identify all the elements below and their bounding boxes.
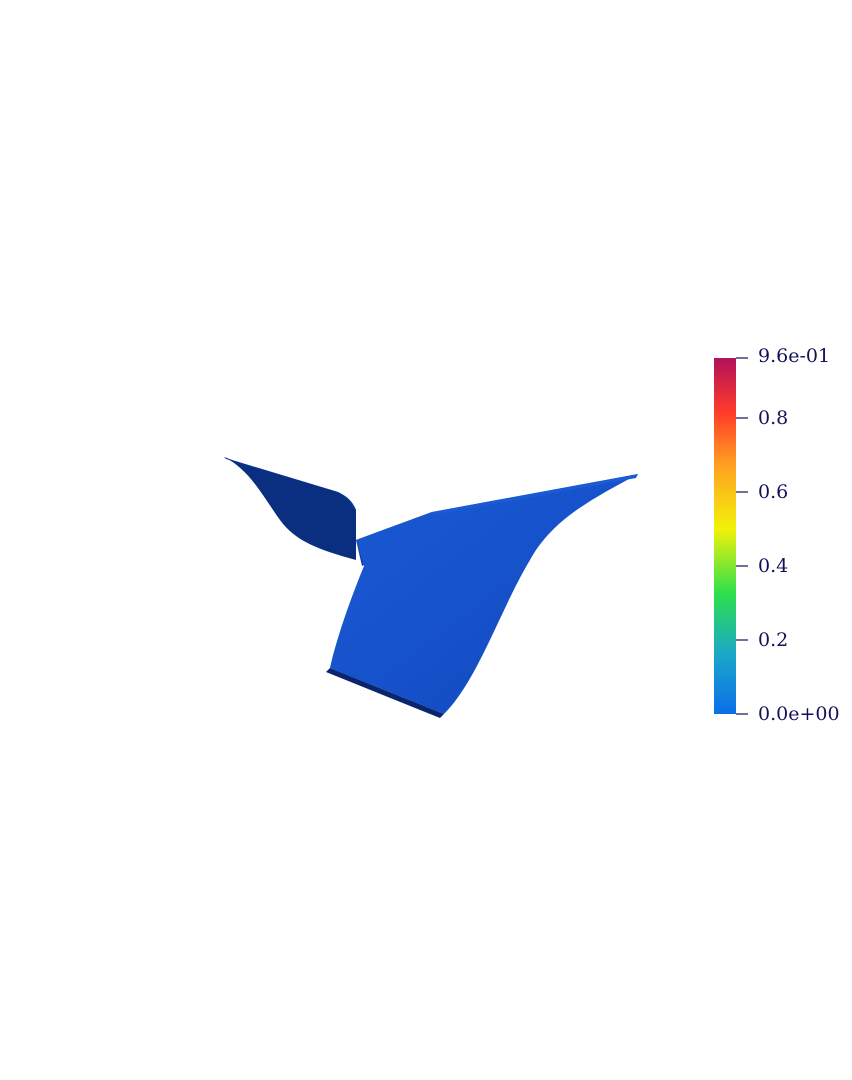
surface-back-fin (224, 457, 356, 560)
surface-back-fin-top (224, 457, 356, 510)
colorbar-label-0-6: 0.6 (758, 481, 789, 503)
colorbar-label-min: 0.0e+00 (758, 703, 840, 725)
colorbar (714, 357, 748, 715)
colorbar-ticks (736, 357, 748, 715)
colorbar-label-0-4: 0.4 (758, 555, 789, 577)
colorbar-label-max: 9.6e-01 (758, 345, 831, 367)
colorbar-label-0-2: 0.2 (758, 629, 789, 651)
surface-top-edge (432, 474, 638, 515)
colorbar-gradient (714, 358, 736, 714)
surface-front-sheet (330, 474, 638, 714)
colorbar-label-0-8: 0.8 (758, 407, 789, 429)
surface-bottom-lip (326, 668, 444, 718)
surface-mesh (224, 457, 638, 718)
